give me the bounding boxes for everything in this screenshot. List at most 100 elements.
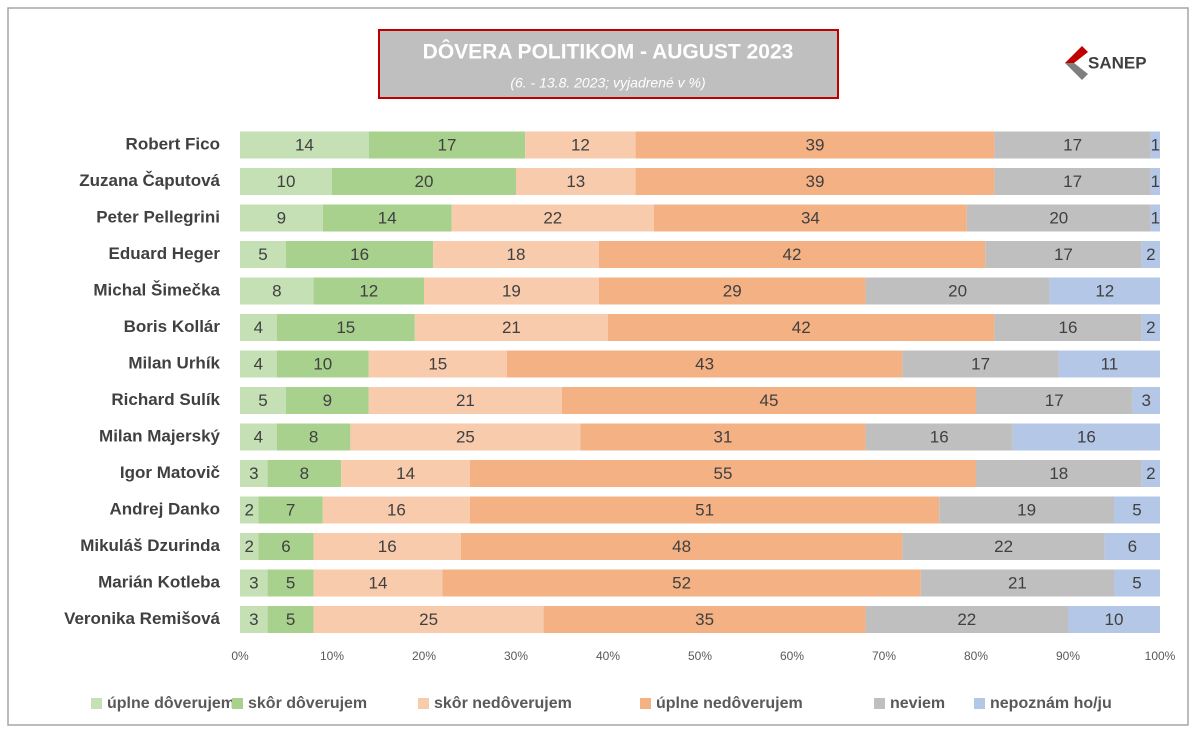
- value-label: 5: [258, 391, 267, 410]
- value-label: 39: [806, 172, 825, 191]
- value-label: 17: [438, 135, 457, 154]
- value-label: 8: [300, 464, 309, 483]
- value-label: 55: [714, 464, 733, 483]
- bar-segment: [240, 569, 268, 597]
- value-label: 3: [1141, 391, 1150, 410]
- bar-segment: [286, 241, 434, 268]
- legend-label: úplne nedôverujem: [656, 695, 803, 712]
- bar-segment: [240, 277, 314, 305]
- bar-segment: [1104, 533, 1160, 560]
- y-tick-label: Andrej Danko: [109, 499, 220, 518]
- value-label: 31: [714, 427, 733, 446]
- bar-segment: [1049, 277, 1160, 305]
- bar-segment: [976, 460, 1142, 487]
- y-tick-label: Milan Urhík: [128, 353, 220, 372]
- value-label: 18: [1049, 464, 1068, 483]
- value-label: 16: [387, 500, 406, 519]
- bar-segment: [322, 496, 470, 524]
- value-label: 22: [543, 208, 562, 227]
- x-tick-label: 40%: [596, 649, 620, 663]
- bar-segment: [276, 423, 351, 451]
- bar-segment: [240, 606, 268, 633]
- bar-segment: [258, 533, 314, 560]
- value-label: 2: [244, 500, 253, 519]
- bar-segment: [433, 241, 599, 268]
- bar-segment: [258, 496, 323, 524]
- value-label: 9: [323, 391, 332, 410]
- value-label: 5: [286, 573, 295, 592]
- bar-segment: [350, 423, 581, 451]
- bar-segment: [240, 423, 277, 451]
- bar-segment: [580, 423, 866, 451]
- bar-segment: [608, 314, 995, 341]
- bar-segment: [240, 387, 286, 414]
- legend-label: nepoznám ho/ju: [990, 695, 1112, 712]
- value-label: 21: [456, 391, 475, 410]
- bar-segment: [341, 460, 470, 487]
- bar-segment: [1114, 496, 1160, 524]
- y-tick-label: Peter Pellegrini: [96, 207, 220, 226]
- bar-segment: [994, 131, 1151, 159]
- x-tick-label: 10%: [320, 649, 344, 663]
- bar-segment: [865, 277, 1050, 305]
- x-tick-label: 90%: [1056, 649, 1080, 663]
- bar-segment: [543, 606, 866, 633]
- bar-segment: [451, 204, 654, 232]
- x-tick-label: 80%: [964, 649, 988, 663]
- y-tick-label: Boris Kollár: [124, 317, 221, 336]
- value-label: 12: [359, 281, 378, 300]
- bar-segment: [313, 569, 443, 597]
- value-label: 8: [272, 281, 281, 300]
- y-tick-label: Marián Kotleba: [98, 572, 220, 591]
- value-label: 20: [1049, 208, 1068, 227]
- x-tick-label: 30%: [504, 649, 528, 663]
- value-label: 16: [930, 427, 949, 446]
- value-label: 42: [792, 318, 811, 337]
- value-label: 25: [419, 610, 438, 629]
- bar-segment: [470, 460, 976, 487]
- bar-segment: [240, 496, 259, 524]
- bar-segment: [424, 277, 599, 305]
- bar-segment: [1150, 204, 1160, 232]
- bar-segment: [470, 496, 940, 524]
- title-box: [378, 29, 839, 99]
- value-label: 17: [1063, 172, 1082, 191]
- legend-label: neviem: [890, 695, 945, 712]
- value-label: 14: [295, 135, 314, 154]
- value-label: 1: [1151, 172, 1160, 191]
- legend-swatch: [974, 698, 985, 709]
- y-tick-label: Robert Fico: [126, 134, 220, 153]
- bar-segment: [1141, 314, 1160, 341]
- value-label: 18: [507, 245, 526, 264]
- value-label: 7: [286, 500, 295, 519]
- bar-segment: [1132, 387, 1160, 414]
- bar-segment: [966, 204, 1151, 232]
- y-tick-label: Eduard Heger: [109, 244, 221, 263]
- value-label: 9: [277, 208, 286, 227]
- legend-swatch: [91, 698, 102, 709]
- value-label: 2: [1146, 464, 1155, 483]
- bar-segment: [1150, 131, 1160, 159]
- bar-segment: [985, 241, 1142, 268]
- value-label: 20: [948, 281, 967, 300]
- bar-segment: [267, 460, 342, 487]
- value-label: 22: [957, 610, 976, 629]
- value-label: 4: [254, 354, 263, 373]
- value-label: 17: [1063, 135, 1082, 154]
- bar-segment: [240, 204, 323, 232]
- y-tick-label: Zuzana Čaputová: [79, 171, 220, 190]
- legend-swatch: [874, 698, 885, 709]
- value-label: 3: [249, 573, 258, 592]
- legend-swatch: [418, 698, 429, 709]
- bar-segment: [994, 314, 1142, 341]
- bar-segment: [240, 460, 268, 487]
- y-tick-label: Veronika Remišová: [64, 609, 220, 628]
- value-label: 3: [249, 610, 258, 629]
- x-tick-label: 60%: [780, 649, 804, 663]
- x-tick-label: 50%: [688, 649, 712, 663]
- bar-segment: [414, 314, 608, 341]
- value-label: 5: [1132, 500, 1141, 519]
- value-label: 2: [1146, 245, 1155, 264]
- bar-segment: [516, 168, 636, 195]
